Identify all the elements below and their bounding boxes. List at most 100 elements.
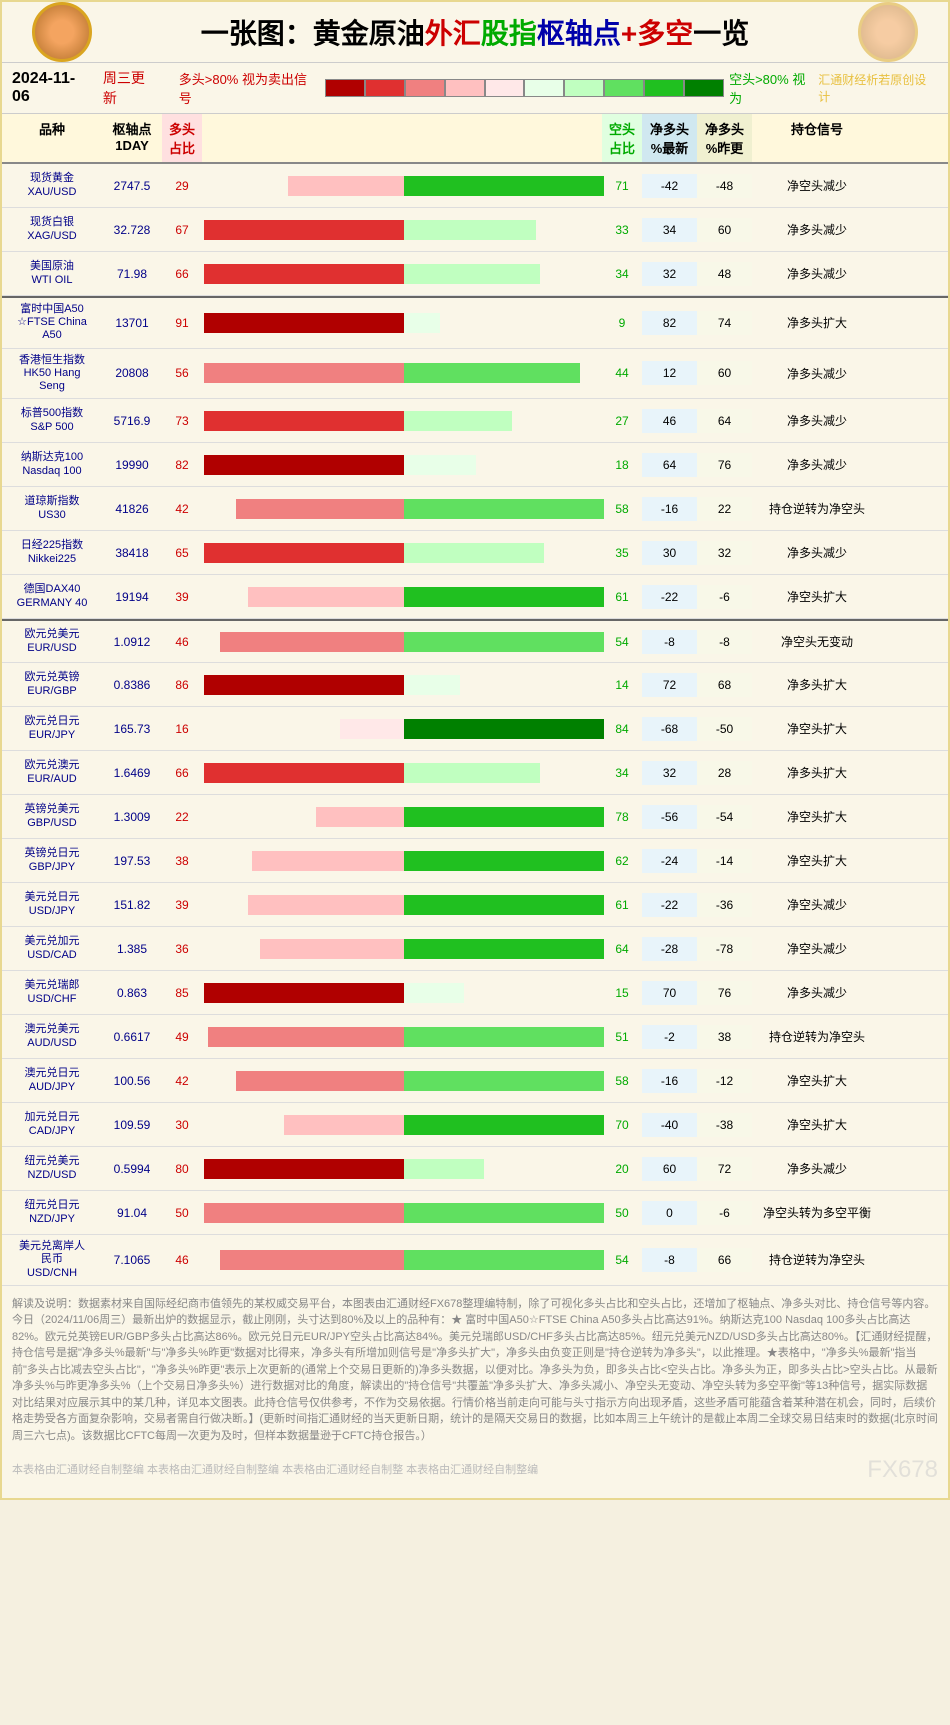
cell-name: 澳元兑日元 AUD/JPY [2, 1062, 102, 1098]
cell-net-prev: 76 [697, 981, 752, 1005]
cell-pivot: 1.3009 [102, 805, 162, 829]
cell-net-prev: 22 [697, 497, 752, 521]
bar-short [404, 807, 604, 827]
cell-pivot: 41826 [102, 497, 162, 521]
bar-short [404, 587, 604, 607]
cell-long-pct: 49 [162, 1025, 202, 1049]
cell-name: 加元兑日元 CAD/JPY [2, 1106, 102, 1142]
footer-credits: 本表格由汇通财经自制整编 本表格由汇通财经自制整编 本表格由汇通财经自制整 本表… [12, 1462, 538, 1479]
cell-pivot: 13701 [102, 311, 162, 335]
cell-net-latest: -2 [642, 1025, 697, 1049]
cell-net-latest: -16 [642, 497, 697, 521]
cell-net-latest: 34 [642, 218, 697, 242]
bar-long [248, 895, 404, 915]
cell-long-pct: 85 [162, 981, 202, 1005]
cell-signal: 净多头减少 [752, 539, 882, 566]
cell-chart [202, 890, 602, 920]
legend-buy: 空头>80% 视为 [729, 69, 818, 107]
cell-short-pct: 44 [602, 361, 642, 385]
title-p0: 一张图： [201, 18, 313, 49]
main-container: 一张图：黄金原油外汇股指枢轴点+多空一览 2024-11-06 周三更新 多头>… [0, 0, 950, 1500]
bar-short [404, 1159, 484, 1179]
cell-pivot: 19194 [102, 585, 162, 609]
table-row: 纽元兑日元 NZD/JPY91.0450500-6净空头转为多空平衡 [2, 1191, 948, 1235]
cell-net-prev: 60 [697, 361, 752, 385]
cell-chart [202, 1110, 602, 1140]
cell-short-pct: 58 [602, 1069, 642, 1093]
table-row: 美元兑离岸人 民币 USD/CNH7.10654654-866持仓逆转为净空头 [2, 1235, 948, 1286]
cell-net-latest: 30 [642, 541, 697, 565]
cell-signal: 净空头扩大 [752, 803, 882, 830]
cell-signal: 净多头扩大 [752, 759, 882, 786]
cell-chart [202, 1066, 602, 1096]
cell-pivot: 0.6617 [102, 1025, 162, 1049]
cell-name: 美元兑离岸人 民币 USD/CNH [2, 1235, 102, 1285]
cell-short-pct: 15 [602, 981, 642, 1005]
cell-net-prev: -50 [697, 717, 752, 741]
bar-short [404, 763, 540, 783]
cell-signal: 净多头减少 [752, 216, 882, 243]
cell-name: 富时中国A50 ☆FTSE China A50 [2, 298, 102, 348]
table-row: 富时中国A50 ☆FTSE China A50137019198274净多头扩大 [2, 296, 948, 349]
bar-short [404, 543, 544, 563]
cell-short-pct: 71 [602, 174, 642, 198]
cell-pivot: 20808 [102, 361, 162, 385]
cell-net-prev: 32 [697, 541, 752, 565]
cell-long-pct: 66 [162, 761, 202, 785]
bar-short [404, 719, 604, 739]
table-row: 欧元兑英镑 EUR/GBP0.838686147268净多头扩大 [2, 663, 948, 707]
cell-pivot: 165.73 [102, 717, 162, 741]
title-p2: 外汇 [425, 18, 481, 49]
cell-long-pct: 50 [162, 1201, 202, 1225]
logo-left [32, 2, 92, 62]
cell-chart [202, 802, 602, 832]
bar-short [404, 499, 604, 519]
cell-long-pct: 39 [162, 893, 202, 917]
cell-pivot: 91.04 [102, 1201, 162, 1225]
cell-signal: 净多头减少 [752, 260, 882, 287]
bar-long [288, 176, 404, 196]
cell-net-prev: 72 [697, 1157, 752, 1181]
cell-short-pct: 78 [602, 805, 642, 829]
bar-short [404, 264, 540, 284]
cell-name: 德国DAX40 GERMANY 40 [2, 578, 102, 614]
bar-long [204, 313, 404, 333]
table-row: 欧元兑美元 EUR/USD1.09124654-8-8净空头无变动 [2, 619, 948, 663]
cell-name: 欧元兑英镑 EUR/GBP [2, 666, 102, 702]
cell-name: 纳斯达克100 Nasdaq 100 [2, 446, 102, 482]
bar-long [220, 1250, 404, 1270]
table-row: 纳斯达克100 Nasdaq 1001999082186476净多头减少 [2, 443, 948, 487]
cell-long-pct: 36 [162, 937, 202, 961]
cell-short-pct: 34 [602, 262, 642, 286]
cell-short-pct: 9 [602, 311, 642, 335]
table-row: 英镑兑日元 GBP/JPY197.533862-24-14净空头扩大 [2, 839, 948, 883]
cell-short-pct: 64 [602, 937, 642, 961]
header-short: 空头 占比 [602, 114, 642, 162]
cell-short-pct: 33 [602, 218, 642, 242]
cell-net-latest: -22 [642, 893, 697, 917]
cell-name: 英镑兑日元 GBP/JPY [2, 842, 102, 878]
cell-chart [202, 714, 602, 744]
cell-net-prev: -36 [697, 893, 752, 917]
bar-long [204, 1159, 404, 1179]
bar-short [404, 1115, 604, 1135]
cell-chart [202, 978, 602, 1008]
cell-name: 美元兑加元 USD/CAD [2, 930, 102, 966]
cell-pivot: 2747.5 [102, 174, 162, 198]
cell-long-pct: 29 [162, 174, 202, 198]
cell-pivot: 1.0912 [102, 630, 162, 654]
table-row: 加元兑日元 CAD/JPY109.593070-40-38净空头扩大 [2, 1103, 948, 1147]
header-pivot: 枢轴点 1DAY [102, 114, 162, 162]
cell-signal: 净多头减少 [752, 360, 882, 387]
footer-brand: FX678 [867, 1452, 938, 1488]
cell-short-pct: 62 [602, 849, 642, 873]
cell-long-pct: 30 [162, 1113, 202, 1137]
title-p1: 黄金原油 [313, 18, 425, 49]
cell-net-latest: -24 [642, 849, 697, 873]
cell-long-pct: 42 [162, 1069, 202, 1093]
cell-name: 澳元兑美元 AUD/USD [2, 1018, 102, 1054]
legend-sell: 多头>80% 视为卖出信号 [179, 69, 320, 107]
cell-net-prev: -6 [697, 585, 752, 609]
date-label: 2024-11-06 [12, 70, 93, 106]
table-row: 现货白银 XAG/USD32.72867333460净多头减少 [2, 208, 948, 252]
